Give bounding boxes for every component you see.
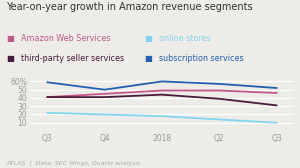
- Text: subscription services: subscription services: [159, 54, 244, 63]
- Text: Amazon Web Services: Amazon Web Services: [21, 34, 110, 43]
- Text: ■: ■: [6, 34, 14, 43]
- Text: ■: ■: [144, 34, 152, 43]
- Text: ■: ■: [144, 54, 152, 63]
- Text: third-party seller services: third-party seller services: [21, 54, 124, 63]
- Text: Year-on-year growth in Amazon revenue segments: Year-on-year growth in Amazon revenue se…: [6, 2, 253, 12]
- Text: ATLAS  |  Data: SEC filings, Quartz analysis: ATLAS | Data: SEC filings, Quartz analys…: [6, 161, 140, 166]
- Text: ■: ■: [6, 54, 14, 63]
- Text: online stores: online stores: [159, 34, 211, 43]
